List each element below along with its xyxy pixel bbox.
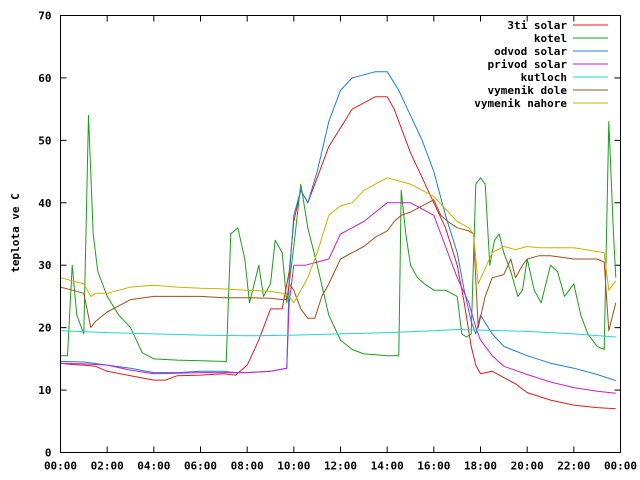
legend-label: odvod solar: [494, 45, 567, 58]
y-tick-label: 70: [38, 10, 51, 23]
legend-label: vymenik dole: [488, 84, 568, 97]
series-line-vymenik-nahore: [60, 177, 617, 304]
x-tick-label: 04:00: [137, 460, 170, 473]
series-line-vymenik-dole: [60, 199, 617, 332]
series-layer: [60, 71, 617, 410]
x-tick-label: 10:00: [277, 460, 310, 473]
series-line-odvod-solar: [60, 71, 616, 382]
x-tick-label: 18:00: [464, 460, 497, 473]
legend-label: kotel: [534, 32, 567, 45]
legend-label: vymenik nahore: [474, 97, 567, 110]
x-tick-label: 12:00: [324, 460, 357, 473]
y-tick-label: 10: [38, 384, 51, 397]
x-tick-label: 16:00: [417, 460, 450, 473]
series-line-kotel: [60, 114, 617, 363]
x-tick-label: 02:00: [91, 460, 124, 473]
series-line-3ti-solar: [60, 96, 616, 410]
y-tick-label: 50: [38, 134, 51, 147]
x-tick-label: 14:00: [371, 460, 404, 473]
legend-label: privod solar: [488, 58, 568, 71]
x-tick-label: 20:00: [511, 460, 544, 473]
x-tick-label: 08:00: [231, 460, 264, 473]
x-tick-label: 06:00: [184, 460, 217, 473]
y-tick-label: 30: [38, 259, 51, 272]
x-tick-label: 22:00: [557, 460, 590, 473]
series-line-kutloch: [60, 329, 616, 338]
y-axis-title: teplota ve C: [9, 193, 22, 272]
y-tick-label: 60: [38, 72, 51, 85]
x-axis: 00:00 02:00 04:00 06:00 08:00 10:00 12:00 14:00…: [44, 15, 637, 473]
plot-frame: [60, 15, 621, 453]
legend-label: 3ti solar: [507, 19, 567, 32]
legend-label: kutloch: [521, 71, 567, 84]
x-tick-label: 00:00: [604, 460, 637, 473]
y-axis: 0 10 20 30 40 50 60 70: [38, 10, 621, 460]
x-tick-label: 00:00: [44, 460, 77, 473]
y-tick-label: 20: [38, 322, 51, 335]
y-tick-label: 0: [45, 447, 52, 460]
series-line-privod-solar: [60, 202, 616, 394]
y-tick-label: 40: [38, 197, 51, 210]
